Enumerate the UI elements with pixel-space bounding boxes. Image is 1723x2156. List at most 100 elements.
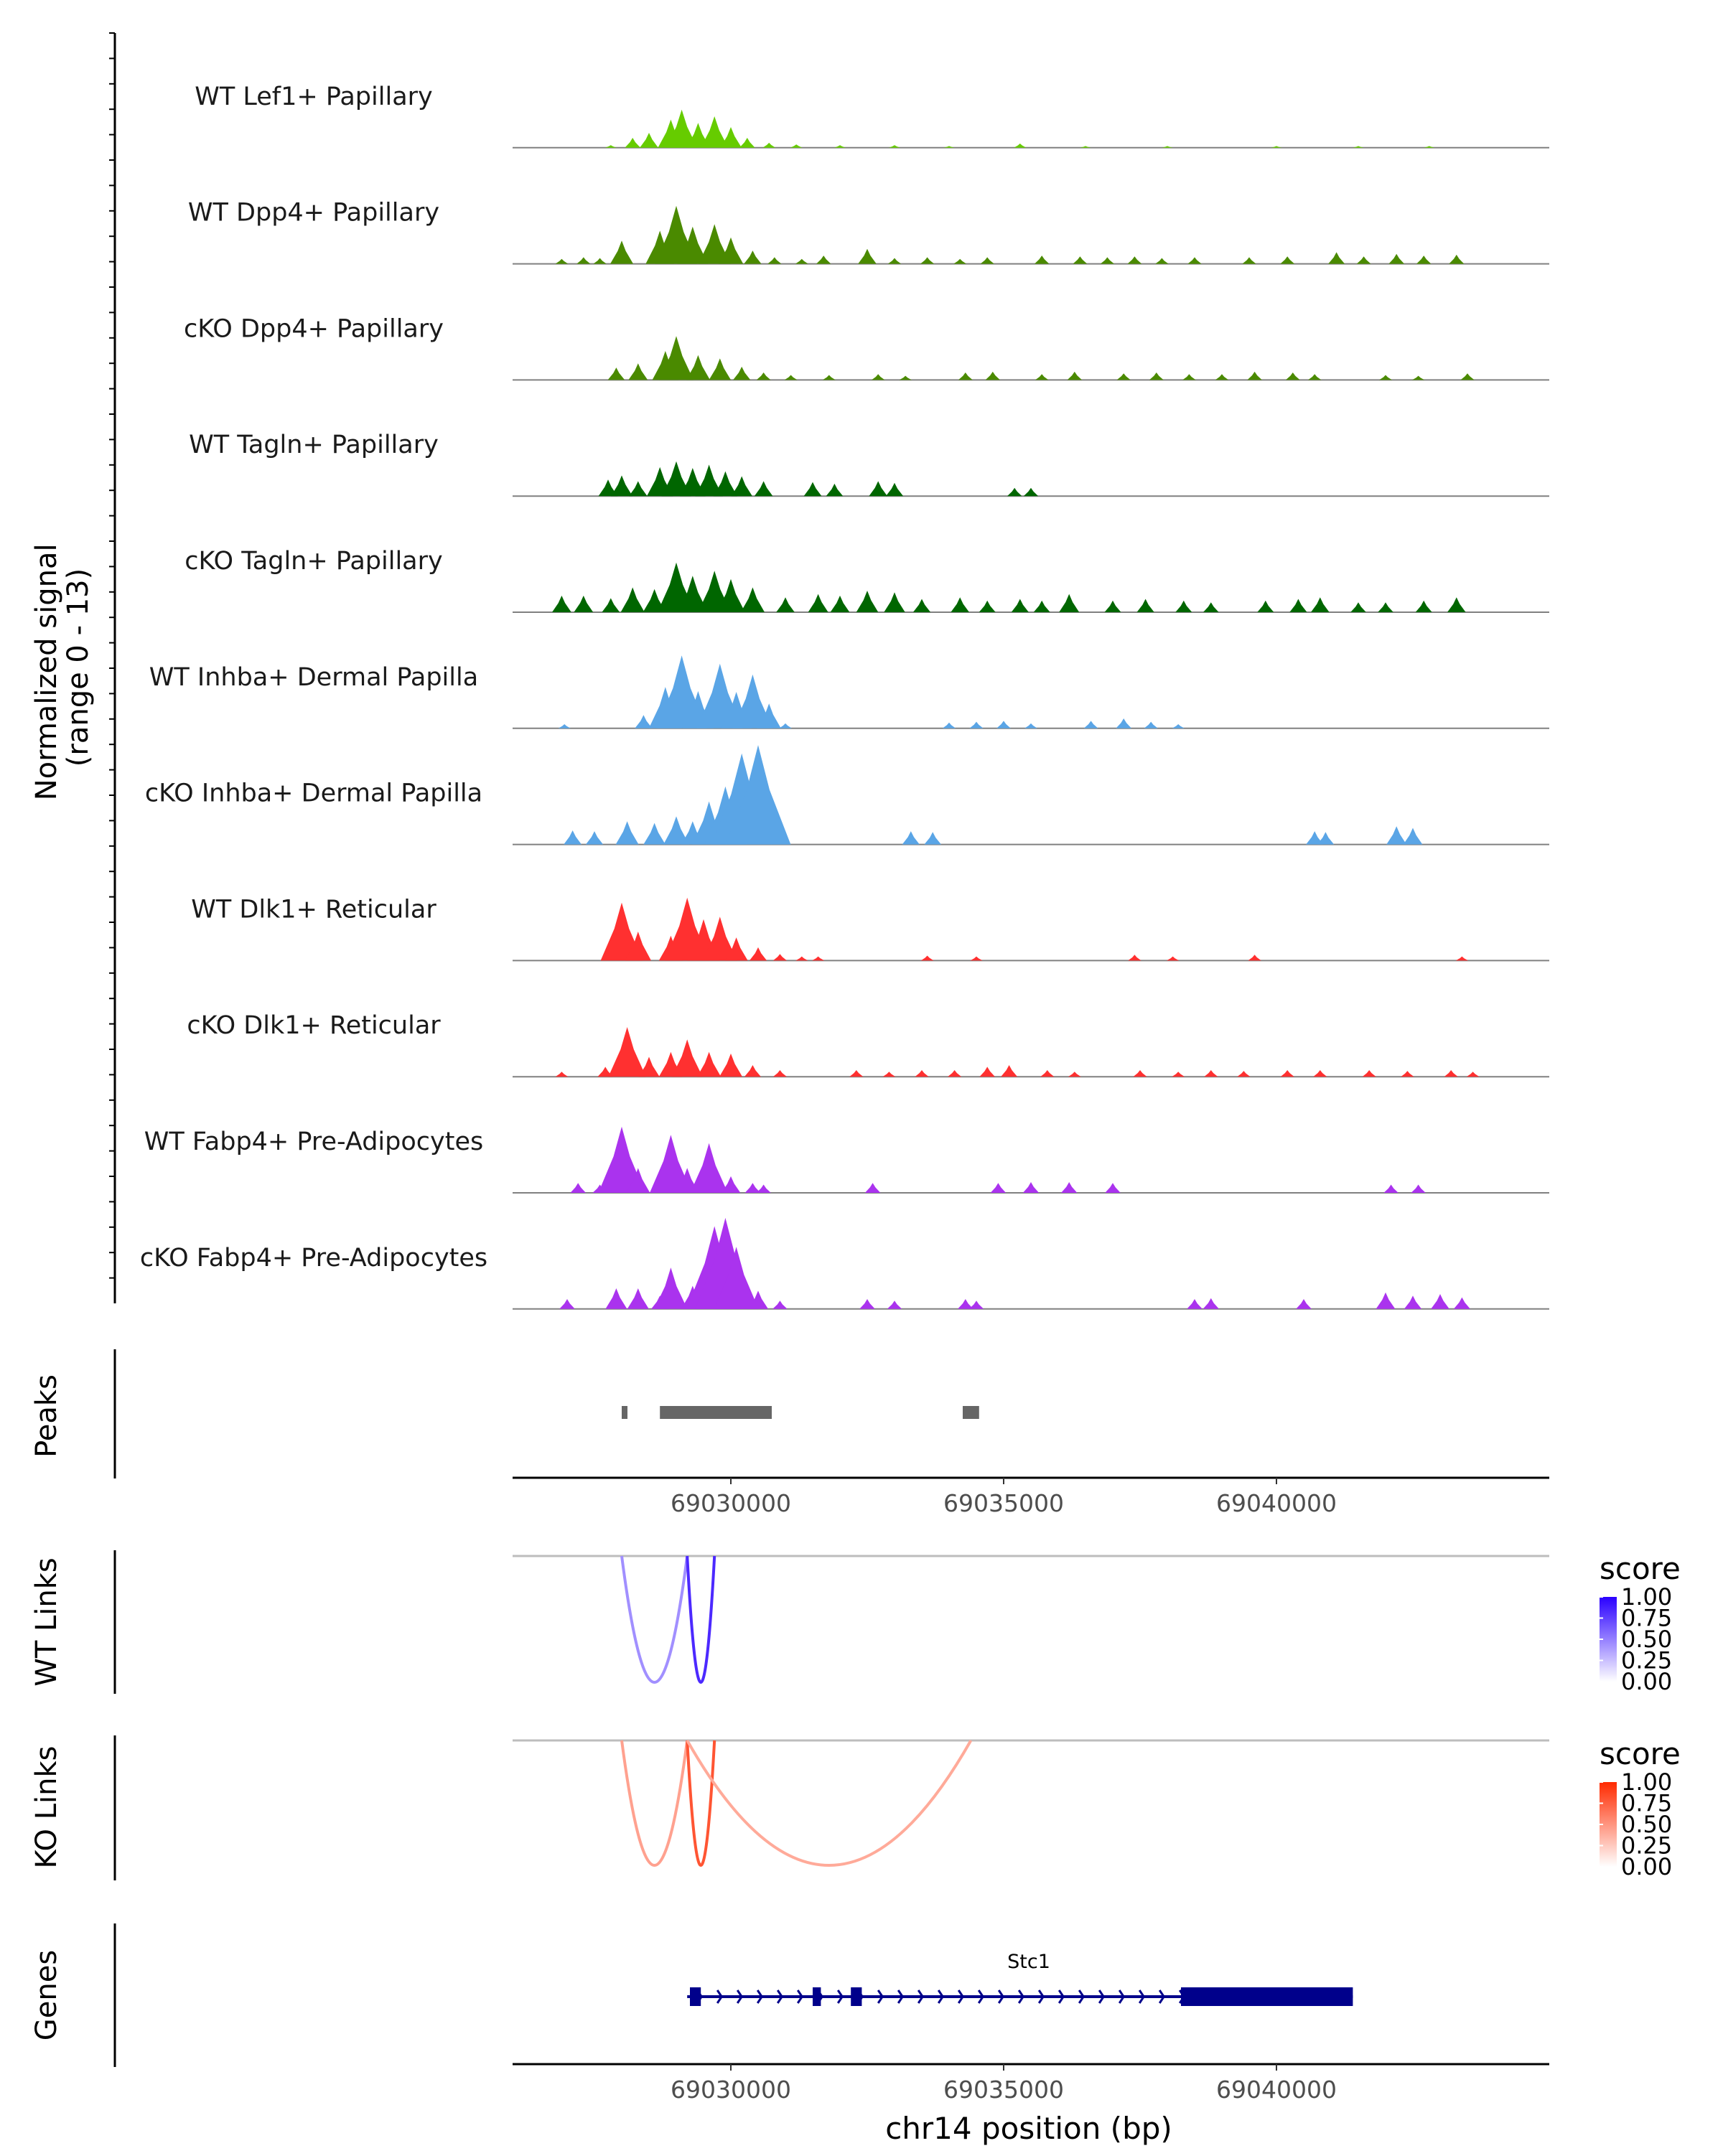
coverage-peak (1061, 1182, 1078, 1193)
coverage-peak (776, 597, 795, 612)
coverage-peak (942, 722, 956, 728)
coverage-peak (872, 374, 885, 380)
gene-track: Stc1 (687, 1951, 1353, 2006)
coverage-peak (808, 594, 828, 612)
coverage-peak (625, 932, 651, 961)
coverage-peak (629, 481, 648, 497)
peak-region (622, 1406, 627, 1419)
coverage-peak (608, 1027, 646, 1077)
coverage-peak (620, 587, 645, 612)
coverage-peak (969, 721, 984, 728)
coverage-peak (920, 257, 935, 264)
coverage-peak (615, 821, 639, 845)
track-label: cKO Dpp4+ Papillary (184, 314, 444, 343)
coverage-peak (1386, 826, 1407, 845)
coverage-peak (1035, 256, 1050, 264)
coverage-peak (1388, 253, 1404, 264)
coverage-peak (756, 1184, 771, 1193)
coverage-peak (902, 831, 920, 845)
coverage-peak (915, 1070, 929, 1077)
coverage-peak (598, 479, 618, 497)
strand-arrow (877, 1989, 884, 2004)
coverage-peak (979, 1067, 995, 1077)
coverage-peak (756, 372, 771, 380)
track-wt-dpp4-papillary: WT Dpp4+ Papillary (188, 199, 1549, 265)
track-label: WT Dpp4+ Papillary (188, 199, 439, 228)
coverage-peak (725, 745, 791, 845)
strand-arrow (716, 1989, 724, 2004)
strand-arrow (1057, 1989, 1065, 2004)
coverage-peak (864, 1183, 881, 1193)
x-tick-label: 69030000 (671, 2076, 791, 2104)
coverage-peak (968, 1300, 984, 1309)
coverage-peak (605, 1288, 627, 1309)
coverage-peak (762, 142, 776, 148)
coverage-peak (733, 366, 751, 380)
legend-tick-label: 0.75 (1621, 1605, 1672, 1632)
legend-tick-label: 1.00 (1621, 1768, 1672, 1796)
coverage-peak (1362, 1070, 1376, 1077)
coverage-peak (757, 703, 781, 728)
strand-arrow (756, 1989, 764, 2004)
legend-tick-label: 0.75 (1621, 1790, 1672, 1817)
coverage-peak (1172, 724, 1185, 728)
coverage-peak (849, 1070, 864, 1077)
track-label: cKO Tagln+ Papillary (185, 547, 443, 576)
coverage-peak (749, 947, 767, 961)
coverage-peak (1136, 599, 1154, 612)
strand-arrow (1118, 1989, 1126, 2004)
coverage-peak (899, 375, 912, 380)
coverage-peak (1007, 487, 1022, 497)
legend-tick-label: 1.00 (1621, 1583, 1672, 1611)
legend-tick-label: 0.25 (1621, 1647, 1672, 1674)
coverage-peak (1313, 1070, 1327, 1077)
coverage-peak (1105, 1183, 1121, 1193)
coverage-peak (732, 674, 773, 728)
coverage-peak (628, 363, 648, 380)
coverage-peak (635, 715, 653, 728)
coverage-peak (558, 724, 571, 728)
track-label: WT Dlk1+ Reticular (191, 895, 436, 924)
coverage-peak (980, 257, 994, 264)
track-wt-tagln-papillary: WT Tagln+ Papillary (189, 431, 1549, 497)
coverage-peak (671, 1039, 703, 1077)
coverage-peak (1401, 1071, 1414, 1077)
coverage-peak (702, 917, 737, 961)
coverage-peak (1203, 602, 1219, 612)
coverage-y-label: Normalized signal (range 0 - 13) (30, 535, 95, 801)
coverage-peak (948, 1070, 962, 1077)
x-tick-label: 69035000 (943, 2076, 1064, 2104)
coverage-peak (659, 336, 694, 380)
coverage-peak (677, 226, 709, 264)
strand-arrow (836, 1989, 844, 2004)
legend-title: score (1600, 1736, 1681, 1771)
link-arc (620, 1555, 689, 1684)
coverage-peak (1383, 1184, 1399, 1193)
peak-region (963, 1406, 979, 1419)
strand-arrow (796, 1989, 804, 2004)
link-arc (620, 1740, 689, 1867)
coverage-peak (1215, 374, 1229, 380)
coverage-peak (990, 1183, 1007, 1193)
strand-arrow (957, 1989, 965, 2004)
track-cko-tagln-papillary: cKO Tagln+ Papillary (185, 547, 1549, 613)
coverage-peak (1242, 257, 1256, 264)
coverage-peak (724, 937, 748, 961)
coverage-peak (1133, 1070, 1147, 1077)
coverage-peak (1080, 146, 1091, 148)
coverage-peak (677, 576, 708, 612)
coverage-peak (772, 954, 787, 961)
coverage-peak (1040, 1070, 1055, 1077)
coverage-peak (1378, 602, 1393, 612)
coverage-peak (744, 250, 762, 264)
legend-tick-label: 0.00 (1621, 1853, 1672, 1880)
coverage-peak (1149, 372, 1164, 380)
coverage-peak (1350, 602, 1366, 612)
coverage-peak (869, 481, 887, 497)
coverage-peak (1100, 257, 1114, 264)
coverage-tracks: WT Lef1+ Papillary WT Dpp4+ Papillary cKO … (140, 83, 1549, 1310)
coverage-peak (555, 258, 569, 264)
strand-arrow (937, 1989, 945, 2004)
coverage-peak (597, 1067, 613, 1077)
